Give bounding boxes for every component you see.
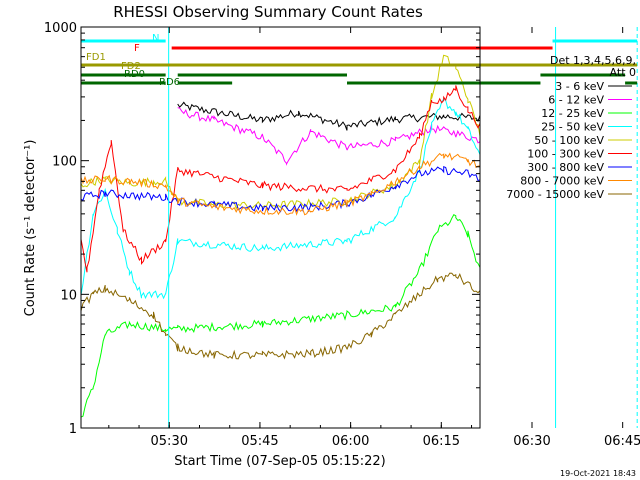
- y-tick-label: 1: [69, 422, 77, 437]
- series-line-6: [81, 165, 480, 213]
- series-line-1: [177, 107, 480, 166]
- x-tick-label: 06:15: [423, 434, 460, 449]
- legend-label: 7000 - 15000 keV: [506, 188, 604, 201]
- legend-label: 300 - 800 keV: [527, 161, 604, 174]
- timestamp: 19-Oct-2021 18:43: [560, 469, 636, 478]
- series-line-3: [81, 97, 480, 300]
- x-axis: 05:30 05:45 06:00 06:15 06:30 06:45: [108, 27, 640, 449]
- legend-label: 3 - 6 keV: [555, 80, 604, 93]
- chart-title: RHESSI Observing Summary Count Rates: [113, 3, 423, 21]
- x-tick-label: 06:45: [604, 434, 640, 449]
- y-axis: 1 10 100 1000: [44, 21, 480, 437]
- series-line-8: [81, 272, 480, 360]
- legend-label: 100 - 300 keV: [527, 148, 604, 161]
- flag-label-n: N: [152, 33, 159, 44]
- x-tick-label: 05:45: [241, 434, 278, 449]
- flag-label-f: F: [134, 43, 140, 54]
- flag-label-rd6: RD6: [159, 77, 180, 88]
- series-line-7: [81, 152, 480, 216]
- x-axis-label: Start Time (07-Sep-05 05:15:22): [174, 454, 385, 469]
- plot-frame: [80, 26, 481, 429]
- legend-label: 800 - 7000 keV: [520, 175, 604, 188]
- series-line-4: [81, 54, 480, 211]
- legend-label: 6 - 12 keV: [548, 94, 604, 107]
- x-tick-label: 06:30: [513, 434, 550, 449]
- y-tick-label: 1000: [44, 21, 77, 36]
- legend-header: Det 1,3,4,5,6,9,: [550, 54, 636, 67]
- series-line-2: [81, 214, 480, 418]
- series-line-0: [177, 101, 480, 131]
- legend-label: 12 - 25 keV: [541, 107, 604, 120]
- legend-header: Att 0: [610, 66, 636, 79]
- x-tick-label: 06:00: [332, 434, 369, 449]
- flag-label-fd1: FD1: [86, 52, 106, 63]
- y-tick-label: 10: [60, 288, 77, 303]
- y-axis-label: Count Rate (s⁻¹ detector⁻¹): [23, 140, 38, 317]
- legend-label: 50 - 100 keV: [534, 134, 604, 147]
- legend-label: 25 - 50 keV: [541, 121, 604, 134]
- y-tick-label: 100: [52, 155, 77, 170]
- flag-label-fd2: FD2: [121, 61, 141, 72]
- x-tick-label: 05:30: [151, 434, 188, 449]
- flag-label-rd0: RD0: [124, 69, 145, 80]
